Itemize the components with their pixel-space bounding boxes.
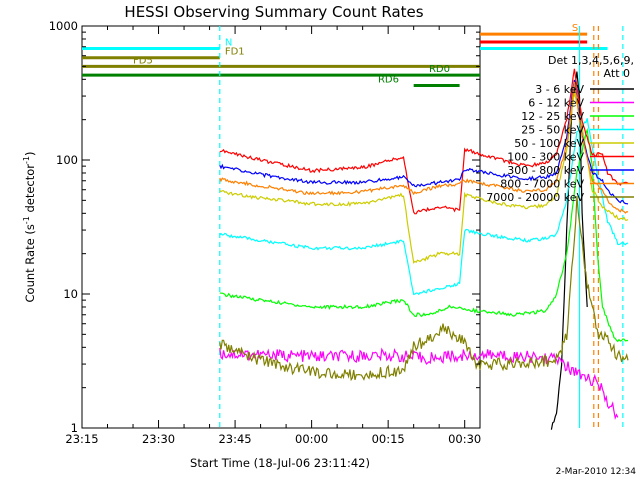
y-tick-label: 1000 [49, 19, 78, 33]
legend-label: 100 - 300 keV [507, 151, 584, 164]
x-tick-label: 00:30 [448, 432, 481, 446]
series-line [219, 79, 629, 205]
x-axis-label: Start Time (18-Jul-06 23:11:42) [190, 456, 370, 470]
series-line [219, 127, 629, 343]
flag-bar-label: N [225, 37, 232, 48]
legend-label: 800 - 7000 keV [500, 178, 584, 191]
series-lines [219, 68, 629, 430]
series-line [219, 347, 619, 421]
x-tick-label: 23:30 [142, 432, 175, 446]
chart-title: HESSI Observing Summary Count Rates [124, 3, 423, 21]
legend-label: 300 - 800 keV [507, 164, 584, 177]
flag-bar-label: RD6 [378, 74, 399, 85]
legend-header-2: Att 0 [604, 67, 630, 80]
footer-date: 2-Mar-2010 12:34 [556, 467, 637, 477]
legend-header-1: Det 1,3,4,5,6,9, [548, 54, 634, 67]
legend-label: 6 - 12 keV [528, 97, 584, 110]
y-axis-label-sup-2: -1 [22, 156, 31, 164]
series-line [219, 81, 629, 214]
y-axis-label-suffix: ) [23, 152, 37, 157]
legend-label: 25 - 50 keV [521, 124, 584, 137]
series-line [219, 196, 629, 382]
legend-label: 3 - 6 keV [535, 83, 584, 96]
y-axis-label-prefix: Count Rate (s [23, 224, 37, 302]
y-axis-label: Count Rate (s-1 detector-1) [22, 152, 37, 303]
series-line [219, 92, 629, 264]
y-tick-label: 1 [71, 421, 78, 435]
flag-bar-label: RD0 [429, 64, 450, 75]
y-tick-label: 10 [63, 287, 78, 301]
series-line [219, 118, 629, 296]
x-tick-label: 23:45 [218, 432, 251, 446]
flag-bar-label: FD1 [225, 47, 245, 58]
y-axis-label-mid: detector [23, 164, 37, 216]
x-tick-label: 00:00 [295, 432, 328, 446]
legend-label: 12 - 25 keV [521, 110, 584, 123]
legend-label: 7000 - 20000 keV [486, 191, 584, 204]
flag-bar-label: FD5 [133, 55, 153, 66]
axis-ticks: 23:15 23:30 23:45 00:00 00:15 00:30 1 10 100 1000 [49, 19, 482, 446]
flag-bar-label: S [572, 23, 578, 34]
series-line [550, 71, 588, 430]
plot-area [81, 25, 481, 429]
y-axis-label-sup: -1 [22, 216, 31, 224]
series-line [219, 68, 629, 215]
legend-label: 50 - 100 keV [514, 137, 584, 150]
x-tick-label: 23:15 [65, 432, 98, 446]
x-tick-label: 00:15 [372, 432, 405, 446]
y-tick-label: 100 [56, 153, 78, 167]
